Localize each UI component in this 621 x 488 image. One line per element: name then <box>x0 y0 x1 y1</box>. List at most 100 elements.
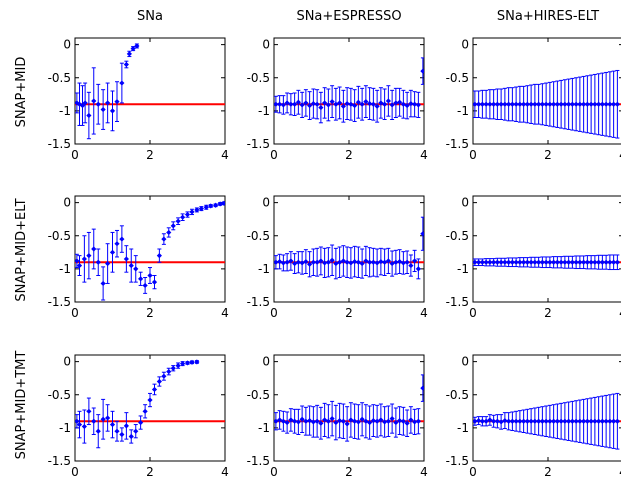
data-point <box>123 256 129 262</box>
data-point <box>487 259 493 265</box>
data-point <box>359 101 365 107</box>
data-point <box>415 418 421 424</box>
data-point <box>385 418 391 424</box>
data-point <box>382 101 388 107</box>
data-point <box>367 419 373 426</box>
data-point <box>355 419 361 425</box>
data-point <box>584 101 590 107</box>
data-point <box>274 418 279 424</box>
data-point <box>524 418 530 424</box>
data-point <box>562 259 568 265</box>
x-tick-label: 4 <box>221 306 229 320</box>
data-point <box>79 102 86 109</box>
data-point <box>614 101 620 107</box>
data-point <box>547 418 553 424</box>
data-point <box>543 101 549 107</box>
data-point <box>156 378 162 385</box>
y-tick-label: -1.5 <box>48 295 71 309</box>
data-point <box>524 259 530 265</box>
plot-area <box>274 57 424 124</box>
data-point <box>498 259 504 265</box>
data-point <box>133 266 139 272</box>
data-point <box>337 417 343 424</box>
data-point <box>491 259 497 265</box>
x-tick-label: 0 <box>71 465 79 479</box>
data-point <box>355 99 361 105</box>
data-point <box>588 418 594 424</box>
y-tick-label: -1.5 <box>48 137 71 151</box>
data-point <box>521 259 527 265</box>
data-point <box>105 415 111 421</box>
data-point <box>105 260 111 267</box>
data-point <box>408 100 414 107</box>
data-point <box>614 418 620 424</box>
y-tick-label: -1 <box>59 421 71 435</box>
data-point <box>166 229 172 236</box>
data-point <box>599 259 605 265</box>
x-tick-label: 0 <box>270 306 278 320</box>
y-tick-label: 0 <box>461 196 469 210</box>
y-tick-label: -0.5 <box>446 71 469 85</box>
data-point <box>318 104 324 111</box>
data-point <box>307 261 313 267</box>
y-tick-label: -1.5 <box>48 454 71 468</box>
data-point <box>75 100 80 106</box>
data-point <box>184 360 191 366</box>
data-point <box>340 103 346 109</box>
x-tick-label: 0 <box>71 306 79 320</box>
data-point <box>588 259 594 265</box>
axes-frame <box>273 354 425 462</box>
data-point <box>142 408 148 414</box>
data-point <box>539 101 545 107</box>
data-point <box>509 259 515 265</box>
data-point <box>138 419 144 426</box>
data-point <box>86 408 92 414</box>
data-point <box>151 386 158 393</box>
data-point <box>509 101 515 107</box>
y-tick-label: 0 <box>63 196 71 210</box>
data-point <box>581 101 587 107</box>
data-point <box>314 418 320 424</box>
x-tick-label: 2 <box>345 306 353 320</box>
y-tick-label: -1 <box>258 262 270 276</box>
data-point <box>569 259 575 265</box>
data-point <box>502 101 508 107</box>
data-point <box>363 99 369 105</box>
data-point <box>513 101 519 107</box>
data-point <box>329 99 335 105</box>
y-tick-label: -0.5 <box>446 229 469 243</box>
data-point <box>603 101 609 107</box>
data-point <box>352 102 358 109</box>
data-point <box>314 101 320 107</box>
data-point <box>532 418 538 424</box>
data-point <box>352 418 358 424</box>
x-tick-label: 4 <box>420 148 428 162</box>
data-point <box>109 108 116 114</box>
data-point <box>76 262 83 269</box>
data-point <box>288 258 294 264</box>
data-point <box>397 417 403 424</box>
data-point <box>517 259 523 265</box>
data-point <box>513 259 519 265</box>
data-point <box>184 211 191 218</box>
y-tick-label: -1 <box>258 104 270 118</box>
data-point <box>599 101 605 107</box>
data-point <box>400 260 406 266</box>
x-tick-label: 0 <box>270 148 278 162</box>
data-point <box>539 259 545 265</box>
data-point <box>389 416 395 422</box>
data-point <box>189 359 195 365</box>
data-point <box>408 417 414 423</box>
data-point <box>412 419 418 425</box>
data-point <box>577 259 583 265</box>
data-point <box>128 433 134 440</box>
data-point <box>566 418 572 424</box>
data-point <box>517 418 523 424</box>
data-point <box>114 241 120 247</box>
data-point <box>340 418 346 424</box>
data-point <box>307 102 313 109</box>
x-tick-label: 2 <box>544 465 552 479</box>
data-point <box>81 423 87 430</box>
y-tick-label: -1.5 <box>247 454 270 468</box>
